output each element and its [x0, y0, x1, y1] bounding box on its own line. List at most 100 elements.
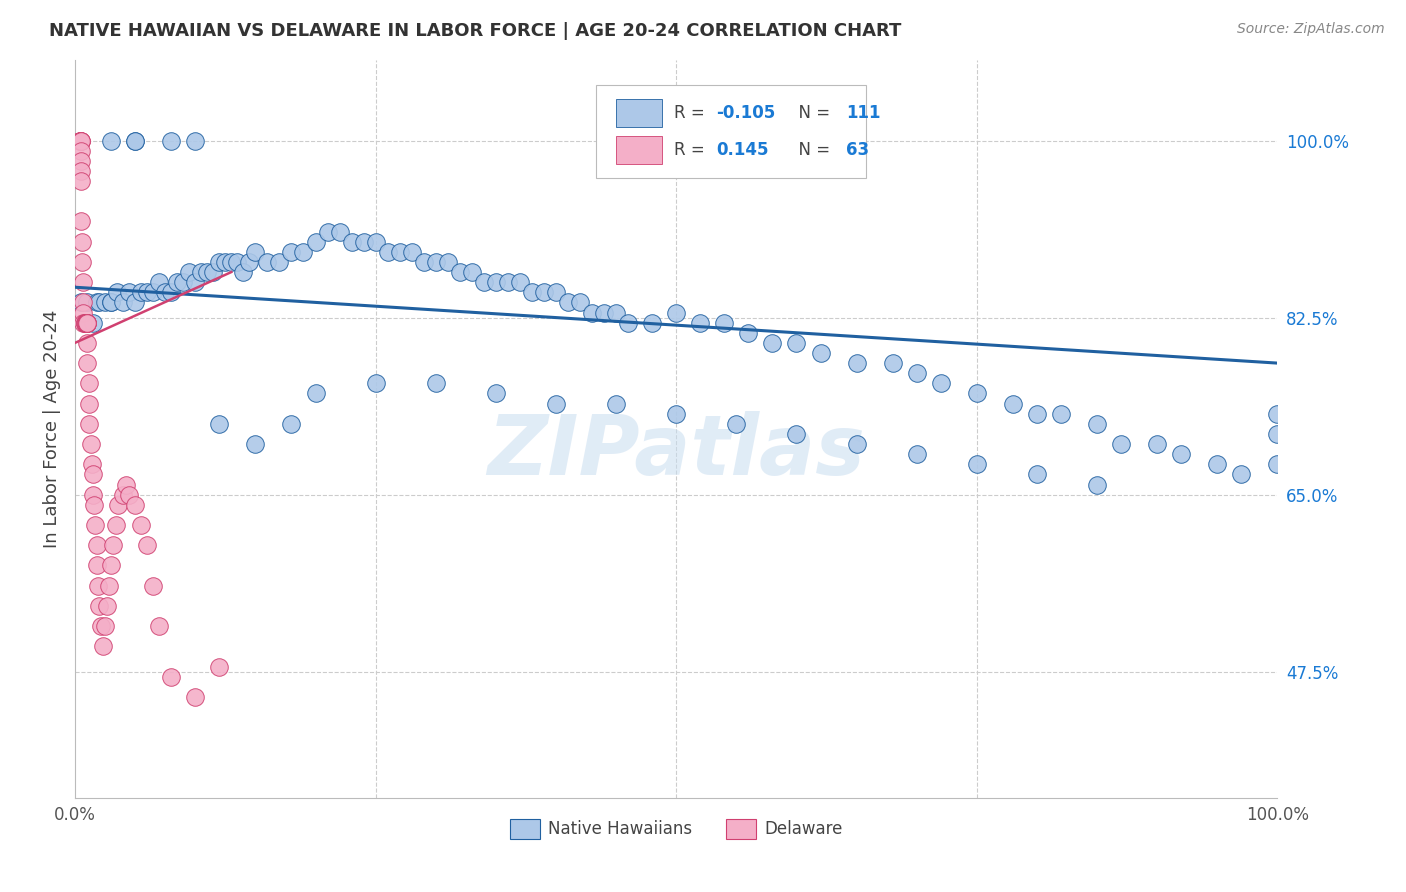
Point [148, 619, 170, 633]
Point [94, 619, 117, 633]
Point [208, 659, 231, 673]
Point [557, 295, 579, 310]
Point [520, 285, 543, 300]
Point [929, 376, 952, 391]
Point [353, 235, 375, 249]
Point [713, 316, 735, 330]
Point [69, 134, 91, 148]
Point [245, 244, 267, 259]
Point [1001, 396, 1024, 410]
Point [86, 295, 108, 310]
Point [82, 467, 104, 482]
Point [87, 599, 110, 613]
Point [1267, 457, 1289, 471]
Point [593, 305, 616, 319]
Point [1026, 467, 1049, 482]
Point [292, 244, 315, 259]
Point [73, 316, 96, 330]
Point [845, 437, 868, 451]
Point [364, 376, 387, 391]
Point [605, 396, 627, 410]
Point [761, 335, 783, 350]
FancyBboxPatch shape [596, 86, 866, 178]
Point [72, 275, 94, 289]
Point [641, 316, 664, 330]
Point [966, 386, 988, 401]
Point [581, 305, 603, 319]
Point [79, 437, 101, 451]
Point [232, 265, 254, 279]
Point [73, 316, 96, 330]
Point [70, 174, 93, 188]
Point [160, 285, 183, 300]
Point [129, 285, 152, 300]
Point [73, 316, 96, 330]
Point [202, 265, 225, 279]
Point [76, 356, 98, 370]
Text: N =: N = [789, 142, 835, 160]
Point [70, 255, 93, 269]
Point [84, 518, 107, 533]
Point [1109, 437, 1132, 451]
Point [496, 275, 519, 289]
Point [304, 235, 326, 249]
Text: R =: R = [673, 142, 710, 160]
Text: 0.145: 0.145 [716, 142, 769, 160]
Text: ZIPatlas: ZIPatlas [488, 410, 865, 491]
Point [86, 558, 108, 573]
Point [70, 235, 93, 249]
Point [87, 579, 110, 593]
Point [226, 255, 249, 269]
Point [105, 285, 128, 300]
Point [76, 316, 98, 330]
Point [509, 275, 531, 289]
Point [569, 295, 592, 310]
Point [617, 316, 640, 330]
Point [96, 599, 118, 613]
Point [75, 316, 97, 330]
Point [129, 518, 152, 533]
Point [82, 488, 104, 502]
Point [208, 417, 231, 431]
Point [82, 316, 104, 330]
Point [100, 134, 122, 148]
Point [76, 316, 98, 330]
Point [87, 295, 110, 310]
Point [472, 275, 495, 289]
Point [70, 164, 93, 178]
Point [94, 295, 117, 310]
Point [1085, 417, 1108, 431]
Point [364, 235, 387, 249]
Text: NATIVE HAWAIIAN VS DELAWARE IN LABOR FORCE | AGE 20-24 CORRELATION CHART: NATIVE HAWAIIAN VS DELAWARE IN LABOR FOR… [49, 22, 901, 40]
Point [905, 366, 928, 380]
Point [882, 356, 904, 370]
Text: N =: N = [789, 103, 835, 122]
Point [112, 488, 135, 502]
Point [412, 255, 434, 269]
Point [316, 225, 339, 239]
Point [160, 670, 183, 684]
Point [75, 316, 97, 330]
Text: -0.105: -0.105 [716, 103, 775, 122]
Point [90, 619, 112, 633]
Point [124, 498, 146, 512]
Point [190, 265, 212, 279]
Point [70, 295, 93, 310]
Point [544, 396, 567, 410]
Point [425, 376, 447, 391]
Point [388, 244, 411, 259]
Point [118, 285, 141, 300]
Point [401, 244, 423, 259]
Point [425, 255, 447, 269]
Point [845, 356, 868, 370]
Point [195, 265, 218, 279]
Point [377, 244, 399, 259]
Point [70, 144, 93, 158]
Point [79, 376, 101, 391]
Point [70, 153, 93, 168]
Point [245, 437, 267, 451]
Point [1230, 467, 1253, 482]
Point [100, 295, 122, 310]
Point [72, 305, 94, 319]
Point [1146, 437, 1168, 451]
